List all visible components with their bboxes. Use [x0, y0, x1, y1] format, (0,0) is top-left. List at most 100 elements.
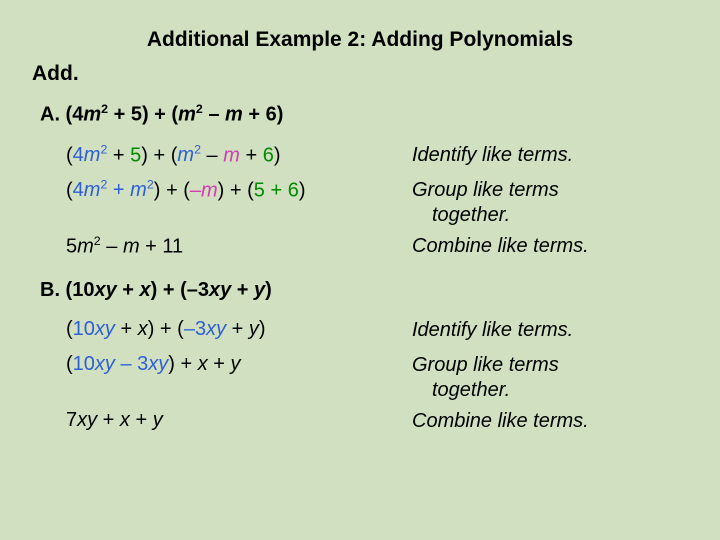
anno-combine: Combine like terms.	[406, 409, 688, 434]
t: 7	[66, 409, 77, 431]
t: +	[175, 353, 198, 375]
t: 10	[73, 318, 95, 340]
t: x	[120, 409, 130, 431]
t: +	[115, 318, 138, 340]
t: 2	[94, 234, 101, 248]
t: 10xy	[73, 318, 115, 340]
t: y	[231, 353, 241, 375]
t: 2	[194, 143, 201, 157]
t: – 3	[115, 353, 148, 375]
t: (	[66, 144, 73, 166]
t: xy	[95, 318, 115, 340]
t: +	[97, 409, 120, 431]
steps-b: (10xy + x) + (–3xy + y) Identify like te…	[66, 318, 688, 434]
t: +	[130, 409, 153, 431]
t: –3	[184, 318, 206, 340]
t: +	[107, 179, 130, 201]
t: +	[231, 279, 254, 301]
problem-a: A. (4m2 + 5) + (m2 – m + 6)	[40, 102, 688, 127]
t: +	[107, 144, 130, 166]
t: )	[259, 318, 266, 340]
add-heading: Add.	[32, 62, 688, 86]
t: (	[66, 318, 73, 340]
t: 6	[263, 144, 274, 166]
t: y	[254, 279, 265, 301]
t: xy	[77, 409, 97, 431]
t: x	[138, 318, 148, 340]
t: +	[226, 318, 249, 340]
t: together.	[412, 378, 688, 403]
anno-group: Group like terms together.	[406, 178, 688, 228]
t: +	[208, 353, 231, 375]
t: –	[190, 179, 201, 201]
t: 4m2 + m2	[73, 179, 154, 201]
expr-b3: 7xy + x + y	[66, 409, 406, 432]
t: 5	[66, 235, 77, 257]
t: y	[153, 409, 163, 431]
t: )	[274, 144, 281, 166]
step-row: (4m2 + m2) + (–m) + (5 + 6) Group like t…	[66, 178, 688, 228]
t: B. (10	[40, 279, 94, 301]
t: m	[223, 144, 240, 166]
t: ) + (	[141, 144, 177, 166]
anno-combine: Combine like terms.	[406, 234, 688, 259]
t: ) + (	[218, 179, 254, 201]
t: (	[66, 179, 73, 201]
t: –	[201, 144, 223, 166]
steps-a: (4m2 + 5) + (m2 – m + 6) Identify like t…	[66, 143, 688, 259]
t: 10xy – 3xy	[73, 353, 169, 375]
t: + (	[160, 179, 189, 201]
step-row: (10xy – 3xy) + x + y Group like terms to…	[66, 353, 688, 403]
t: ) + (	[148, 318, 184, 340]
step-row: 5m2 – m + 11 Combine like terms.	[66, 234, 688, 259]
t: m	[130, 179, 147, 201]
example-title: Additional Example 2: Adding Polynomials	[32, 28, 688, 52]
expr-b2: (10xy – 3xy) + x + y	[66, 353, 406, 376]
t: 10	[73, 353, 95, 375]
expr-b1: (10xy + x) + (–3xy + y)	[66, 318, 406, 341]
expr-a3: 5m2 – m + 11	[66, 234, 406, 259]
t: x	[140, 279, 151, 301]
expr-a2: (4m2 + m2) + (–m) + (5 + 6)	[66, 178, 406, 203]
label-a: A. (4	[40, 104, 83, 126]
t: 4m2	[73, 144, 108, 166]
anno-identify: Identify like terms.	[406, 143, 688, 168]
t: 4	[73, 179, 84, 201]
t: m	[201, 179, 218, 201]
txt: + 6)	[243, 104, 284, 126]
problem-b: B. (10xy + x) + (–3xy + y)	[40, 279, 688, 302]
t: Group like terms	[412, 179, 559, 201]
var-m: m	[225, 104, 243, 126]
t: Group like terms	[412, 354, 559, 376]
t: 2	[147, 178, 154, 192]
t: m	[77, 235, 94, 257]
step-row: (10xy + x) + (–3xy + y) Identify like te…	[66, 318, 688, 343]
t: xy	[209, 279, 231, 301]
t: +	[240, 144, 263, 166]
anno-group: Group like terms together.	[406, 353, 688, 403]
t: 4	[73, 144, 84, 166]
txt: –	[203, 104, 225, 126]
step-row: (4m2 + 5) + (m2 – m + 6) Identify like t…	[66, 143, 688, 168]
t: 5 + 6	[254, 179, 299, 201]
expr-a1: (4m2 + 5) + (m2 – m + 6)	[66, 143, 406, 168]
t: x	[198, 353, 208, 375]
t: (	[66, 353, 73, 375]
t: m2	[177, 144, 201, 166]
t: xy	[94, 279, 116, 301]
exp2: 2	[196, 102, 203, 116]
anno-identify: Identify like terms.	[406, 318, 688, 343]
t: m	[84, 144, 101, 166]
t: m	[123, 235, 140, 257]
t: m	[177, 144, 194, 166]
t: + 11	[140, 235, 184, 257]
var-m: m	[83, 104, 101, 126]
t: xy	[95, 353, 115, 375]
txt: + 5) + (	[108, 104, 178, 126]
t: )	[265, 279, 272, 301]
var-m: m	[178, 104, 196, 126]
t: xy	[206, 318, 226, 340]
t: +	[117, 279, 140, 301]
t: m	[84, 179, 101, 201]
t: –m	[190, 179, 218, 201]
